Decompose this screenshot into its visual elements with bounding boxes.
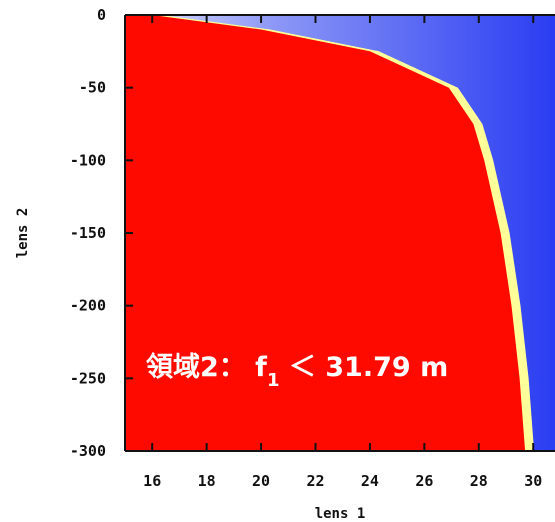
x-tick-label: 26 xyxy=(415,472,433,490)
y-tick-label: -100 xyxy=(70,151,106,169)
y-tick-label: -50 xyxy=(79,79,106,97)
y-axis-label: lens 2 xyxy=(15,208,31,259)
x-tick-label: 30 xyxy=(524,472,542,490)
x-tick-label: 28 xyxy=(470,472,488,490)
x-axis-ticks: 16 18 20 22 24 26 28 30 xyxy=(143,15,542,490)
x-tick-label: 24 xyxy=(361,472,379,490)
y-tick-label: -150 xyxy=(70,224,106,242)
annotation-suffix: ＜ 31.79 m xyxy=(279,352,448,383)
y-tick-label: -200 xyxy=(70,297,106,315)
region-annotation: 領域2： f1 ＜ 31.79 m xyxy=(146,351,448,391)
annotation-subscript: 1 xyxy=(267,370,280,391)
y-tick-label: -300 xyxy=(70,442,106,460)
plot-area xyxy=(125,15,555,451)
annotation-prefix: 領域2： f xyxy=(146,351,267,383)
x-tick-label: 16 xyxy=(143,472,161,490)
y-tick-label: 0 xyxy=(97,6,106,24)
y-tick-label: -250 xyxy=(70,369,106,387)
x-axis-label: lens 1 xyxy=(315,506,366,522)
x-tick-label: 18 xyxy=(198,472,216,490)
x-tick-label: 22 xyxy=(306,472,324,490)
inside-region xyxy=(125,15,526,451)
y-axis-ticks: 0 -50 -100 -150 -200 -250 -300 xyxy=(70,6,133,460)
x-tick-label: 20 xyxy=(252,472,270,490)
